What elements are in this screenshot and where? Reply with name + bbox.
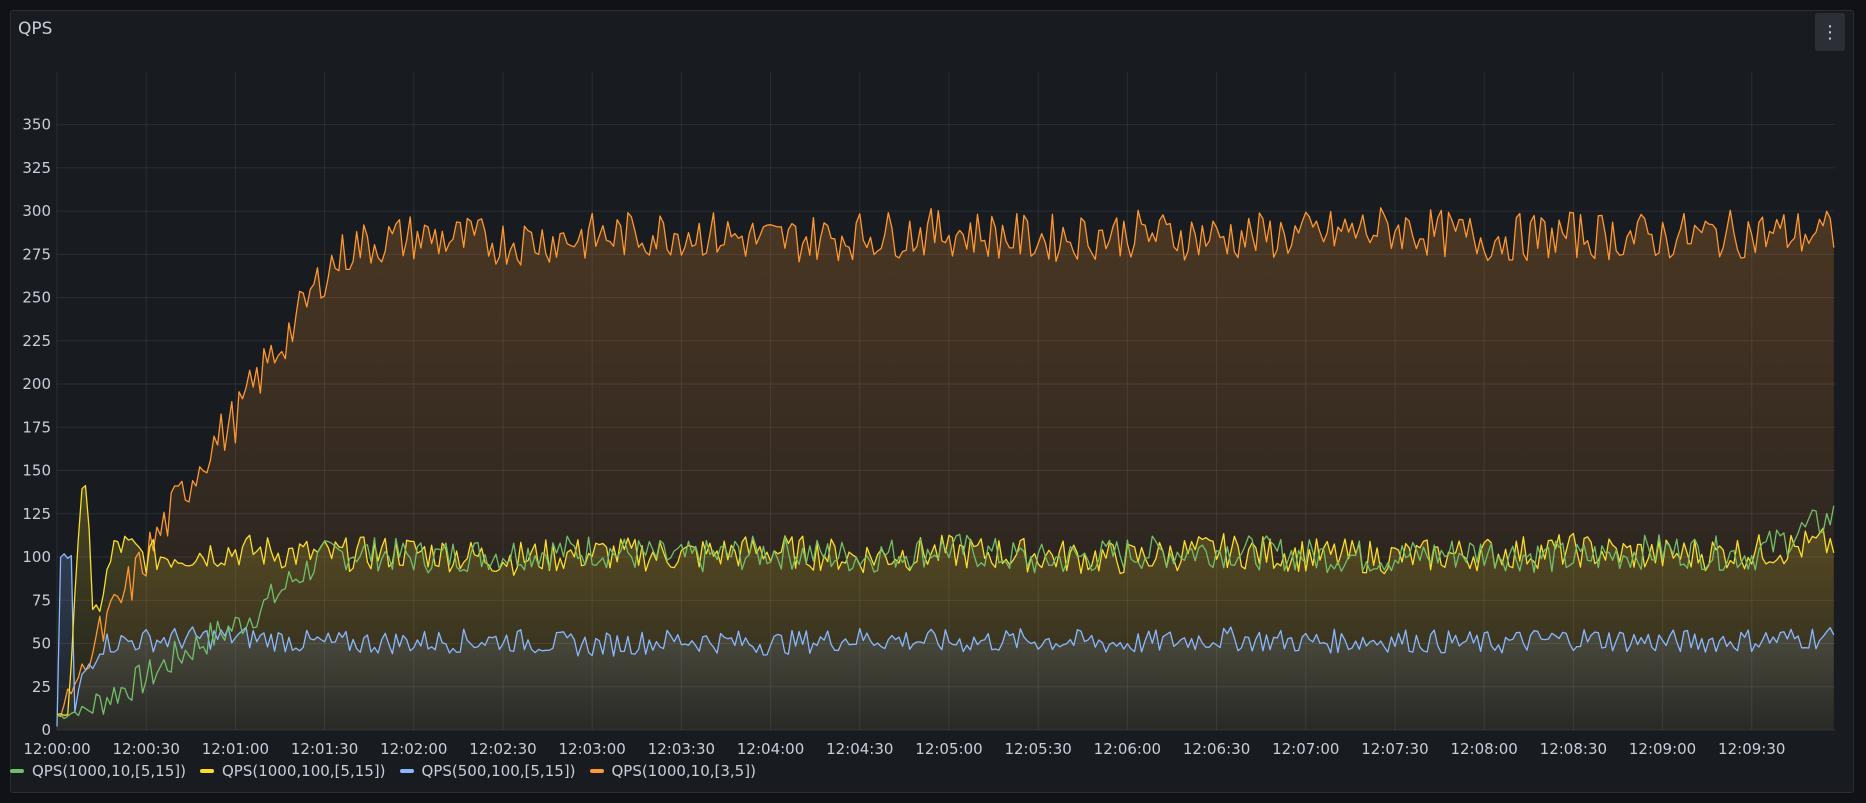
legend-swatch: [399, 769, 414, 773]
y-tick-label: 225: [22, 332, 51, 350]
y-tick-label: 0: [41, 721, 51, 739]
x-tick-label: 12:01:30: [291, 740, 358, 758]
legend-swatch: [199, 769, 214, 773]
x-tick-label: 12:01:00: [202, 740, 269, 758]
x-tick-label: 12:04:30: [826, 740, 893, 758]
y-tick-label: 175: [22, 418, 51, 436]
x-tick-label: 12:02:30: [469, 740, 536, 758]
y-tick-label: 275: [22, 245, 51, 263]
legend-label: QPS(1000,10,[3,5]): [611, 762, 756, 780]
legend-item[interactable]: QPS(500,100,[5,15]): [399, 762, 576, 780]
x-tick-label: 12:07:00: [1272, 740, 1339, 758]
x-tick-label: 12:02:00: [380, 740, 447, 758]
legend-label: QPS(1000,100,[5,15]): [221, 762, 386, 780]
x-tick-label: 12:06:00: [1094, 740, 1161, 758]
x-tick-label: 12:00:00: [23, 740, 90, 758]
legend-swatch: [10, 769, 24, 773]
y-tick-label: 125: [22, 505, 51, 523]
y-tick-label: 25: [32, 678, 51, 696]
legend-item[interactable]: QPS(1000,10,[5,15]): [10, 762, 186, 780]
x-tick-label: 12:03:30: [648, 740, 715, 758]
panel-title: QPS: [18, 19, 53, 39]
x-tick-label: 12:06:30: [1183, 740, 1250, 758]
y-tick-label: 100: [22, 548, 51, 566]
x-tick-label: 12:07:30: [1361, 740, 1428, 758]
vertical-dots-icon[interactable]: ⋮: [1815, 13, 1845, 51]
legend-item[interactable]: QPS(1000,10,[3,5]): [589, 762, 756, 780]
x-tick-label: 12:08:30: [1540, 740, 1607, 758]
series-line-3: [56, 207, 1835, 718]
y-tick-label: 325: [22, 159, 51, 177]
x-tick-label: 12:09:00: [1629, 740, 1696, 758]
y-tick-label: 350: [22, 116, 51, 134]
series-line-2: [56, 553, 1835, 727]
chart-legend: QPS(1000,10,[5,15]) QPS(1000,100,[5,15]) Q…: [10, 762, 756, 780]
y-tick-label: 50: [32, 635, 51, 653]
legend-label: QPS(1000,10,[5,15]): [32, 762, 186, 780]
x-tick-label: 12:00:30: [113, 740, 180, 758]
series-line-1: [56, 484, 1835, 716]
y-tick-label: 300: [22, 202, 51, 220]
y-tick-label: 200: [22, 375, 51, 393]
x-tick-label: 12:05:30: [1004, 740, 1071, 758]
series-area-1: [57, 485, 1834, 730]
x-tick-label: 12:04:00: [737, 740, 804, 758]
x-tick-label: 12:03:00: [558, 740, 625, 758]
y-tick-label: 250: [22, 289, 51, 307]
series-line-0: [56, 505, 1835, 720]
x-tick-label: 12:08:00: [1450, 740, 1517, 758]
legend-item[interactable]: QPS(1000,100,[5,15]): [199, 762, 386, 780]
legend-label: QPS(500,100,[5,15]): [421, 762, 576, 780]
x-tick-label: 12:05:00: [915, 740, 982, 758]
y-tick-label: 75: [32, 591, 51, 609]
y-tick-label: 150: [22, 462, 51, 480]
x-tick-label: 12:09:30: [1718, 740, 1785, 758]
legend-swatch: [589, 769, 604, 773]
